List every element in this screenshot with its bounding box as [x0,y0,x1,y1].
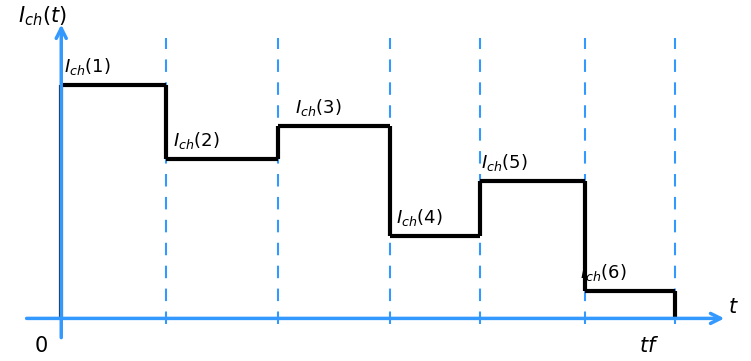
Text: $I_{ch}(2)$: $I_{ch}(2)$ [173,130,219,151]
Text: $I_{ch}(1)$: $I_{ch}(1)$ [64,56,110,77]
Text: $I_{ch}(4)$: $I_{ch}(4)$ [396,207,442,228]
Text: $I_{ch}(6)$: $I_{ch}(6)$ [581,262,627,283]
Text: $t$: $t$ [728,297,738,317]
Text: $0$: $0$ [34,336,48,356]
Text: $I_{ch}(t)$: $I_{ch}(t)$ [18,4,67,28]
Text: $tf$: $tf$ [638,336,659,356]
Text: $I_{ch}(3)$: $I_{ch}(3)$ [294,97,341,118]
Text: $I_{ch}(5)$: $I_{ch}(5)$ [481,152,527,173]
